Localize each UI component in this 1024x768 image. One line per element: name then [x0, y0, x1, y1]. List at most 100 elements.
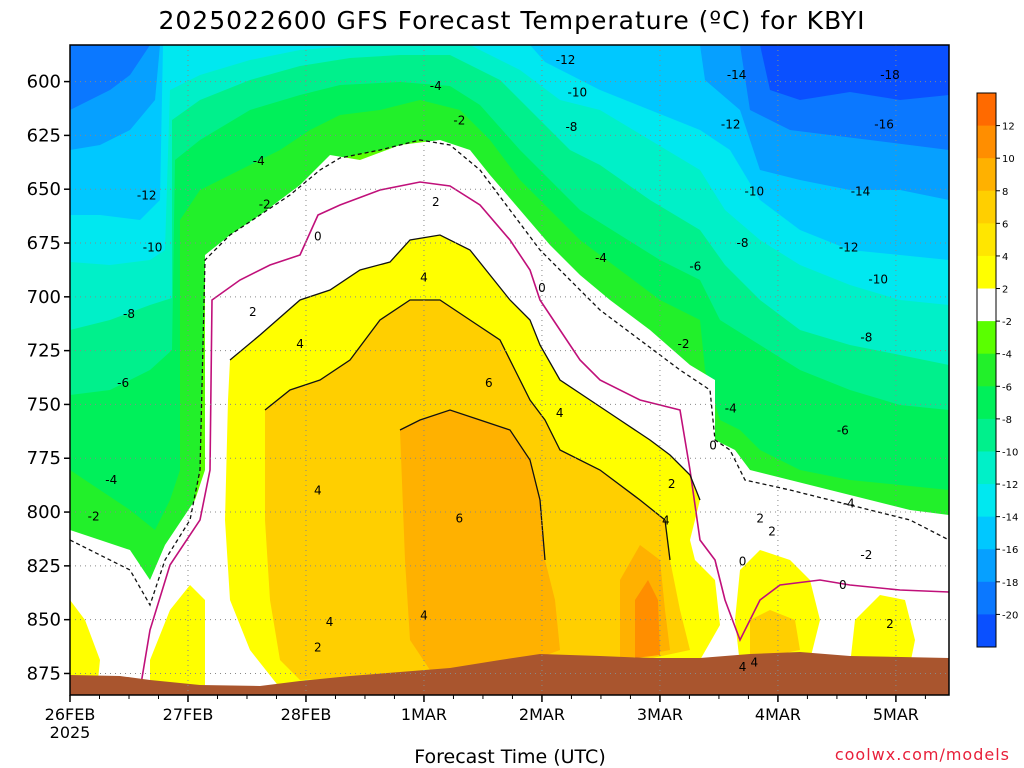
x-tick-label: 26FEB: [45, 705, 96, 724]
y-axis: 600 625 650 675 700 725 750 775 800 825 850 875: [27, 72, 70, 684]
contour-label: 2: [768, 524, 776, 538]
contour-label: -10: [143, 240, 163, 254]
colorbar-tick-label: -18: [1002, 578, 1018, 589]
y-tick-label: 700: [27, 287, 61, 308]
colorbar-swatch: [977, 451, 996, 485]
colorbar-swatch: [977, 190, 996, 224]
colorbar-swatch: [977, 614, 996, 648]
colorbar-swatch: [977, 255, 996, 290]
contour-label: -14: [851, 184, 871, 198]
contour-label: 2: [668, 477, 676, 491]
chart-title: 2025022600 GFS Forecast Temperature (ºC)…: [158, 6, 865, 35]
colorbar-tick-label: 10: [1002, 154, 1015, 165]
contour-labels: -12 -10 -8 -4 -2 -14 -12 -10 -18 -16 -14 -12 -10 -8 -6…: [88, 53, 900, 674]
band-2-to-4-west: [70, 600, 100, 680]
colorbar-swatch: [977, 93, 996, 127]
contour-minus-2: [70, 139, 949, 607]
band-6-to-8: [400, 410, 560, 670]
contour-label: 0: [709, 438, 717, 452]
contour-label: -4: [105, 473, 117, 487]
contour-label: -2: [860, 548, 872, 562]
colorbar-tick-label: 12: [1002, 122, 1015, 133]
contour-label: -16: [874, 118, 894, 132]
contour-label: -10: [868, 273, 888, 287]
contour-label: -2: [259, 197, 271, 211]
credit-text: coolwx.com/models: [835, 745, 1010, 764]
x-tick-label: 27FEB: [163, 705, 214, 724]
contour-label: -4: [725, 402, 737, 416]
y-tick-label: 725: [27, 341, 61, 362]
y-tick-label: 750: [27, 394, 61, 415]
y-tick-label: 650: [27, 179, 61, 200]
colorbar-swatch: [977, 223, 996, 257]
contour-plus-2: [229, 234, 701, 501]
colorbar-swatch: [977, 321, 996, 355]
contour-label: -2: [88, 509, 100, 523]
colorbar: -20 -18 -16 -14 -12 -10 -8 -6 -4 -2 2 4 6 8 10 12: [976, 92, 1018, 648]
colorbar-tick-label: -20: [1002, 610, 1018, 621]
colorbar-swatch: [977, 581, 996, 615]
contour-label: -12: [839, 240, 859, 254]
colorbar-swatch: [977, 353, 996, 387]
y-tick-label: 675: [27, 233, 61, 254]
x-tick-label: 1MAR: [401, 705, 447, 724]
x-tick-label: 28FEB: [281, 705, 332, 724]
y-tick-label: 800: [27, 502, 61, 523]
contour-label: 0: [839, 578, 847, 592]
contour-label: -18: [880, 68, 900, 82]
contour-label: 0: [314, 230, 322, 244]
colorbar-swatch: [977, 484, 996, 518]
contour-label: 4: [326, 615, 334, 629]
y-tick-label: 625: [27, 125, 61, 146]
contour-label: -10: [745, 184, 765, 198]
y-tick-label: 600: [27, 72, 61, 93]
grid: [70, 45, 949, 695]
contour-label: 6: [485, 376, 493, 390]
x-tick-label: 5MAR: [873, 705, 919, 724]
x-tick-label: 4MAR: [755, 705, 801, 724]
contour-label: 6: [456, 512, 464, 526]
contour-label: 2: [314, 641, 322, 655]
contour-label: 4: [296, 337, 304, 351]
colorbar-tick-label: -2: [1002, 317, 1012, 328]
colorbar-tick-label: -16: [1002, 545, 1018, 556]
plot-frame: [69, 44, 950, 696]
x-tick-label: 3MAR: [637, 705, 683, 724]
temperature-field: [70, 45, 949, 695]
colorbar-swatch: [977, 418, 996, 452]
colorbar-swatch: [977, 549, 996, 583]
contour-label: -10: [568, 85, 588, 99]
y-tick-label: 850: [27, 610, 61, 631]
colorbar-swatch: [977, 125, 996, 159]
contour-label: -8: [860, 331, 872, 345]
contour-label: -6: [837, 423, 849, 437]
contour-label: 2: [249, 305, 257, 319]
contour-label: 4: [314, 484, 322, 498]
contour-label: 2: [432, 195, 440, 209]
contour-label: 4: [662, 514, 670, 528]
contour-label: -4: [253, 154, 265, 168]
contour-label: 0: [538, 281, 546, 295]
colorbar-tick-label: -6: [1002, 382, 1012, 393]
contour-label: -8: [565, 120, 577, 134]
y-tick-label: 875: [27, 663, 61, 684]
contour-label: -6: [117, 376, 129, 390]
contour-label: -8: [737, 236, 749, 250]
band-4-to-6-east: [750, 610, 800, 660]
contour-label: 4: [739, 660, 747, 674]
x-axis-label: Forecast Time (UTC): [414, 746, 605, 768]
y-tick-label: 775: [27, 448, 61, 469]
contour-label: -4: [430, 79, 442, 93]
contour-label: 2: [886, 617, 894, 631]
colorbar-swatch: [977, 158, 996, 192]
band-8-to-10: [635, 580, 660, 658]
colorbar-tick-label: -12: [1002, 480, 1018, 491]
contour-label: -8: [123, 307, 135, 321]
colorbar-tick-label: -4: [1002, 350, 1012, 361]
contour-label: -12: [137, 189, 157, 203]
contour-label: 4: [751, 656, 759, 670]
contour-label: 4: [420, 270, 428, 284]
y-tick-label: 825: [27, 556, 61, 577]
contour-label: -12: [721, 118, 741, 132]
contour-label: -4: [843, 496, 855, 510]
